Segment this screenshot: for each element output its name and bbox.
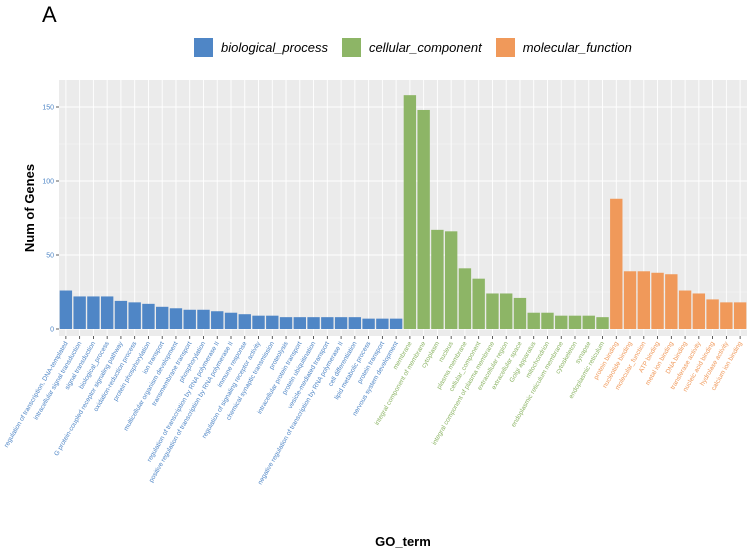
bar	[142, 303, 155, 329]
bar	[293, 317, 306, 329]
bar	[389, 318, 403, 329]
legend-key-molecular-function	[495, 37, 515, 57]
bar	[555, 315, 568, 329]
y-tick-label: 100	[42, 179, 54, 186]
bar	[197, 309, 210, 329]
legend-key-cellular-component	[341, 37, 361, 57]
bar	[733, 302, 747, 329]
bar	[238, 314, 251, 329]
bar	[610, 198, 623, 329]
x-axis-title: GO_term	[375, 534, 431, 549]
bar	[73, 296, 86, 329]
y-axis-title: Num of Genes	[22, 164, 37, 252]
legend-item-biological-process: biological_process	[194, 37, 328, 57]
bar	[169, 308, 183, 329]
bar	[637, 271, 650, 329]
y-tick-label: 150	[42, 105, 54, 112]
bar	[362, 318, 375, 329]
legend-label-molecular-function: molecular_function	[522, 39, 632, 55]
bar	[417, 109, 430, 330]
bar	[114, 300, 128, 329]
bar	[541, 312, 554, 329]
bar	[100, 296, 114, 329]
bar	[513, 297, 527, 329]
bar	[720, 302, 733, 329]
bar	[334, 317, 348, 329]
bar	[321, 317, 334, 329]
bar	[623, 271, 637, 329]
bar	[211, 311, 224, 329]
bar	[472, 278, 485, 329]
legend-key-biological-process	[194, 37, 213, 57]
bar	[376, 318, 389, 329]
legend-label-cellular-component: cellular_component	[368, 39, 482, 55]
bar	[568, 315, 582, 329]
bar	[706, 299, 719, 329]
bar	[444, 231, 458, 329]
bar	[348, 317, 362, 329]
bar	[279, 317, 293, 329]
bar	[596, 317, 609, 329]
panel-label: A	[42, 2, 57, 27]
bar	[224, 312, 238, 329]
bar	[266, 315, 279, 329]
bar	[458, 268, 472, 329]
bar	[651, 272, 664, 329]
bar	[665, 274, 678, 329]
bar	[431, 229, 444, 329]
bar	[582, 315, 595, 329]
bar	[183, 309, 196, 329]
bar	[692, 293, 706, 329]
bar	[678, 290, 692, 329]
legend-item-cellular-component: cellular_component	[341, 37, 482, 57]
legend: biological_process cellular_component mo…	[194, 36, 646, 58]
bars	[59, 95, 747, 330]
y-axis: 0 50 100 150	[42, 105, 59, 334]
bar	[156, 306, 169, 329]
bar	[500, 293, 513, 329]
y-tick-label: 0	[50, 327, 54, 334]
bar	[307, 317, 320, 329]
y-tick-label: 50	[46, 253, 54, 260]
legend-label-biological-process: biological_process	[221, 39, 328, 55]
bar	[128, 302, 141, 329]
bar	[252, 315, 265, 329]
bar	[486, 293, 499, 329]
bar	[87, 296, 100, 329]
bar	[59, 290, 73, 329]
x-tick-label: regulation of transcription, DNA-templat…	[3, 340, 70, 449]
bar	[403, 95, 417, 329]
bar	[527, 312, 540, 329]
legend-item-molecular-function: molecular_function	[495, 37, 632, 57]
x-axis: regulation of transcription, DNA-templat…	[3, 336, 744, 486]
